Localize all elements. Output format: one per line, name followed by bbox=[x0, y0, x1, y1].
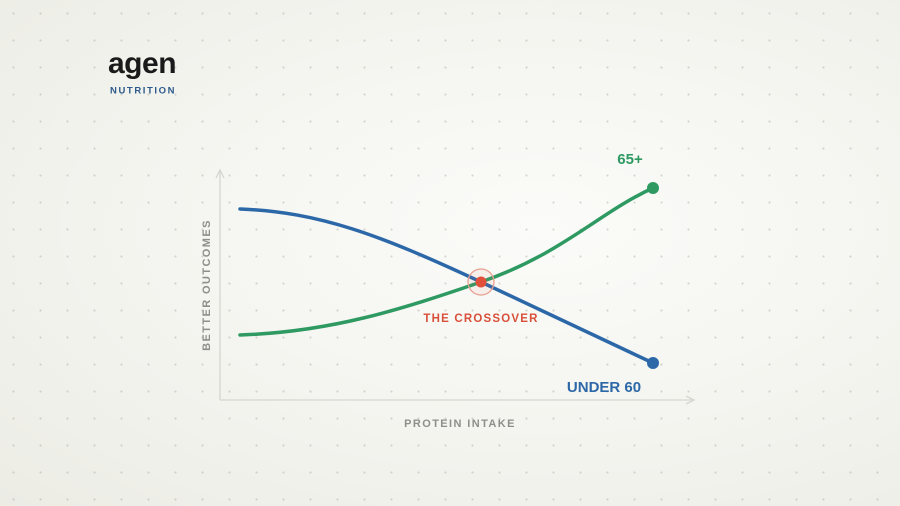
x-axis-label: PROTEIN INTAKE bbox=[404, 418, 516, 430]
brand-logo: agen bbox=[108, 47, 176, 80]
y-axis-arrow bbox=[215, 168, 225, 179]
brand-tagline: NUTRITION bbox=[110, 86, 176, 97]
y-axis-label: BETTER OUTCOMES bbox=[201, 219, 213, 351]
series-label: UNDER 60 bbox=[567, 379, 641, 396]
x-axis-arrow bbox=[685, 395, 696, 405]
65-plus-endpoint bbox=[647, 182, 659, 194]
crossover-point bbox=[475, 276, 487, 288]
under-60-endpoint bbox=[647, 357, 659, 369]
series-label: 65+ bbox=[617, 151, 643, 168]
under-60-curve bbox=[238, 207, 655, 365]
crossover-label: THE CROSSOVER bbox=[423, 313, 538, 325]
